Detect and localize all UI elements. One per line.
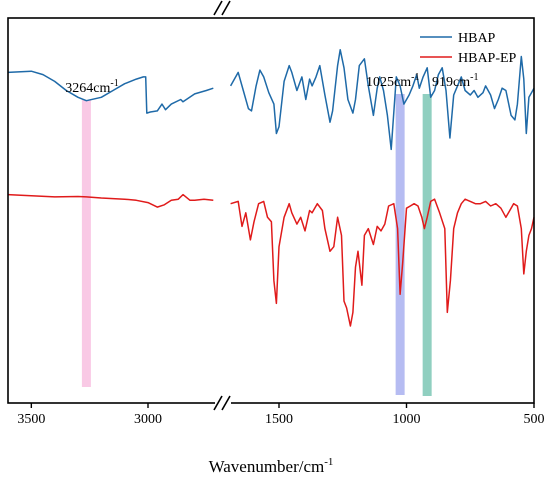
series-line-hbap-segment-1 xyxy=(7,70,214,114)
x-ticks: 3500 3000 1500 1000 500 xyxy=(17,403,545,427)
axis-break-mark xyxy=(221,0,231,16)
legend: HBAP HBAP-EP xyxy=(420,31,517,66)
x-tick-label-3500: 3500 xyxy=(17,412,45,427)
legend-label-hbap: HBAP xyxy=(458,31,496,46)
x-axis-label-text: Wavenumber/cm xyxy=(209,457,325,476)
axes xyxy=(7,17,535,404)
highlight-band-1025 xyxy=(395,94,405,395)
axis-break xyxy=(213,0,231,411)
axis-break-gap-bottom xyxy=(215,395,231,411)
annotation-label-3264: 3264cm-1 xyxy=(65,78,118,96)
plot-frame xyxy=(7,17,535,404)
x-axis-label: Wavenumber/cm-1 xyxy=(209,456,334,476)
annotation-labels: 3264cm-1 1025cm-1 919cm-1 xyxy=(65,72,478,96)
highlight-bands xyxy=(81,94,432,396)
axis-break-mark xyxy=(213,0,223,16)
axis-break-mark xyxy=(221,395,231,411)
legend-label-hbap-ep: HBAP-EP xyxy=(458,51,517,66)
x-tick-label-3000: 3000 xyxy=(134,412,162,427)
axis-break-mark xyxy=(213,395,223,411)
series-lines xyxy=(7,48,535,327)
x-axis-label-sup: -1 xyxy=(324,456,333,468)
annotation-label-1025: 1025cm-1 xyxy=(366,72,419,90)
highlight-band-3264 xyxy=(81,100,91,387)
axis-break-gap-top xyxy=(215,0,231,16)
x-tick-label-1000: 1000 xyxy=(393,412,421,427)
annotation-label-919: 919cm-1 xyxy=(432,72,478,90)
series-line-hbap-segment-2 xyxy=(229,48,535,151)
series-line-hbap-ep-segment-2 xyxy=(230,198,535,327)
x-tick-label-1500: 1500 xyxy=(265,412,293,427)
x-tick-label-500: 500 xyxy=(524,412,545,427)
highlight-band-919 xyxy=(422,94,432,396)
series-line-hbap-ep-segment-1 xyxy=(7,193,214,208)
